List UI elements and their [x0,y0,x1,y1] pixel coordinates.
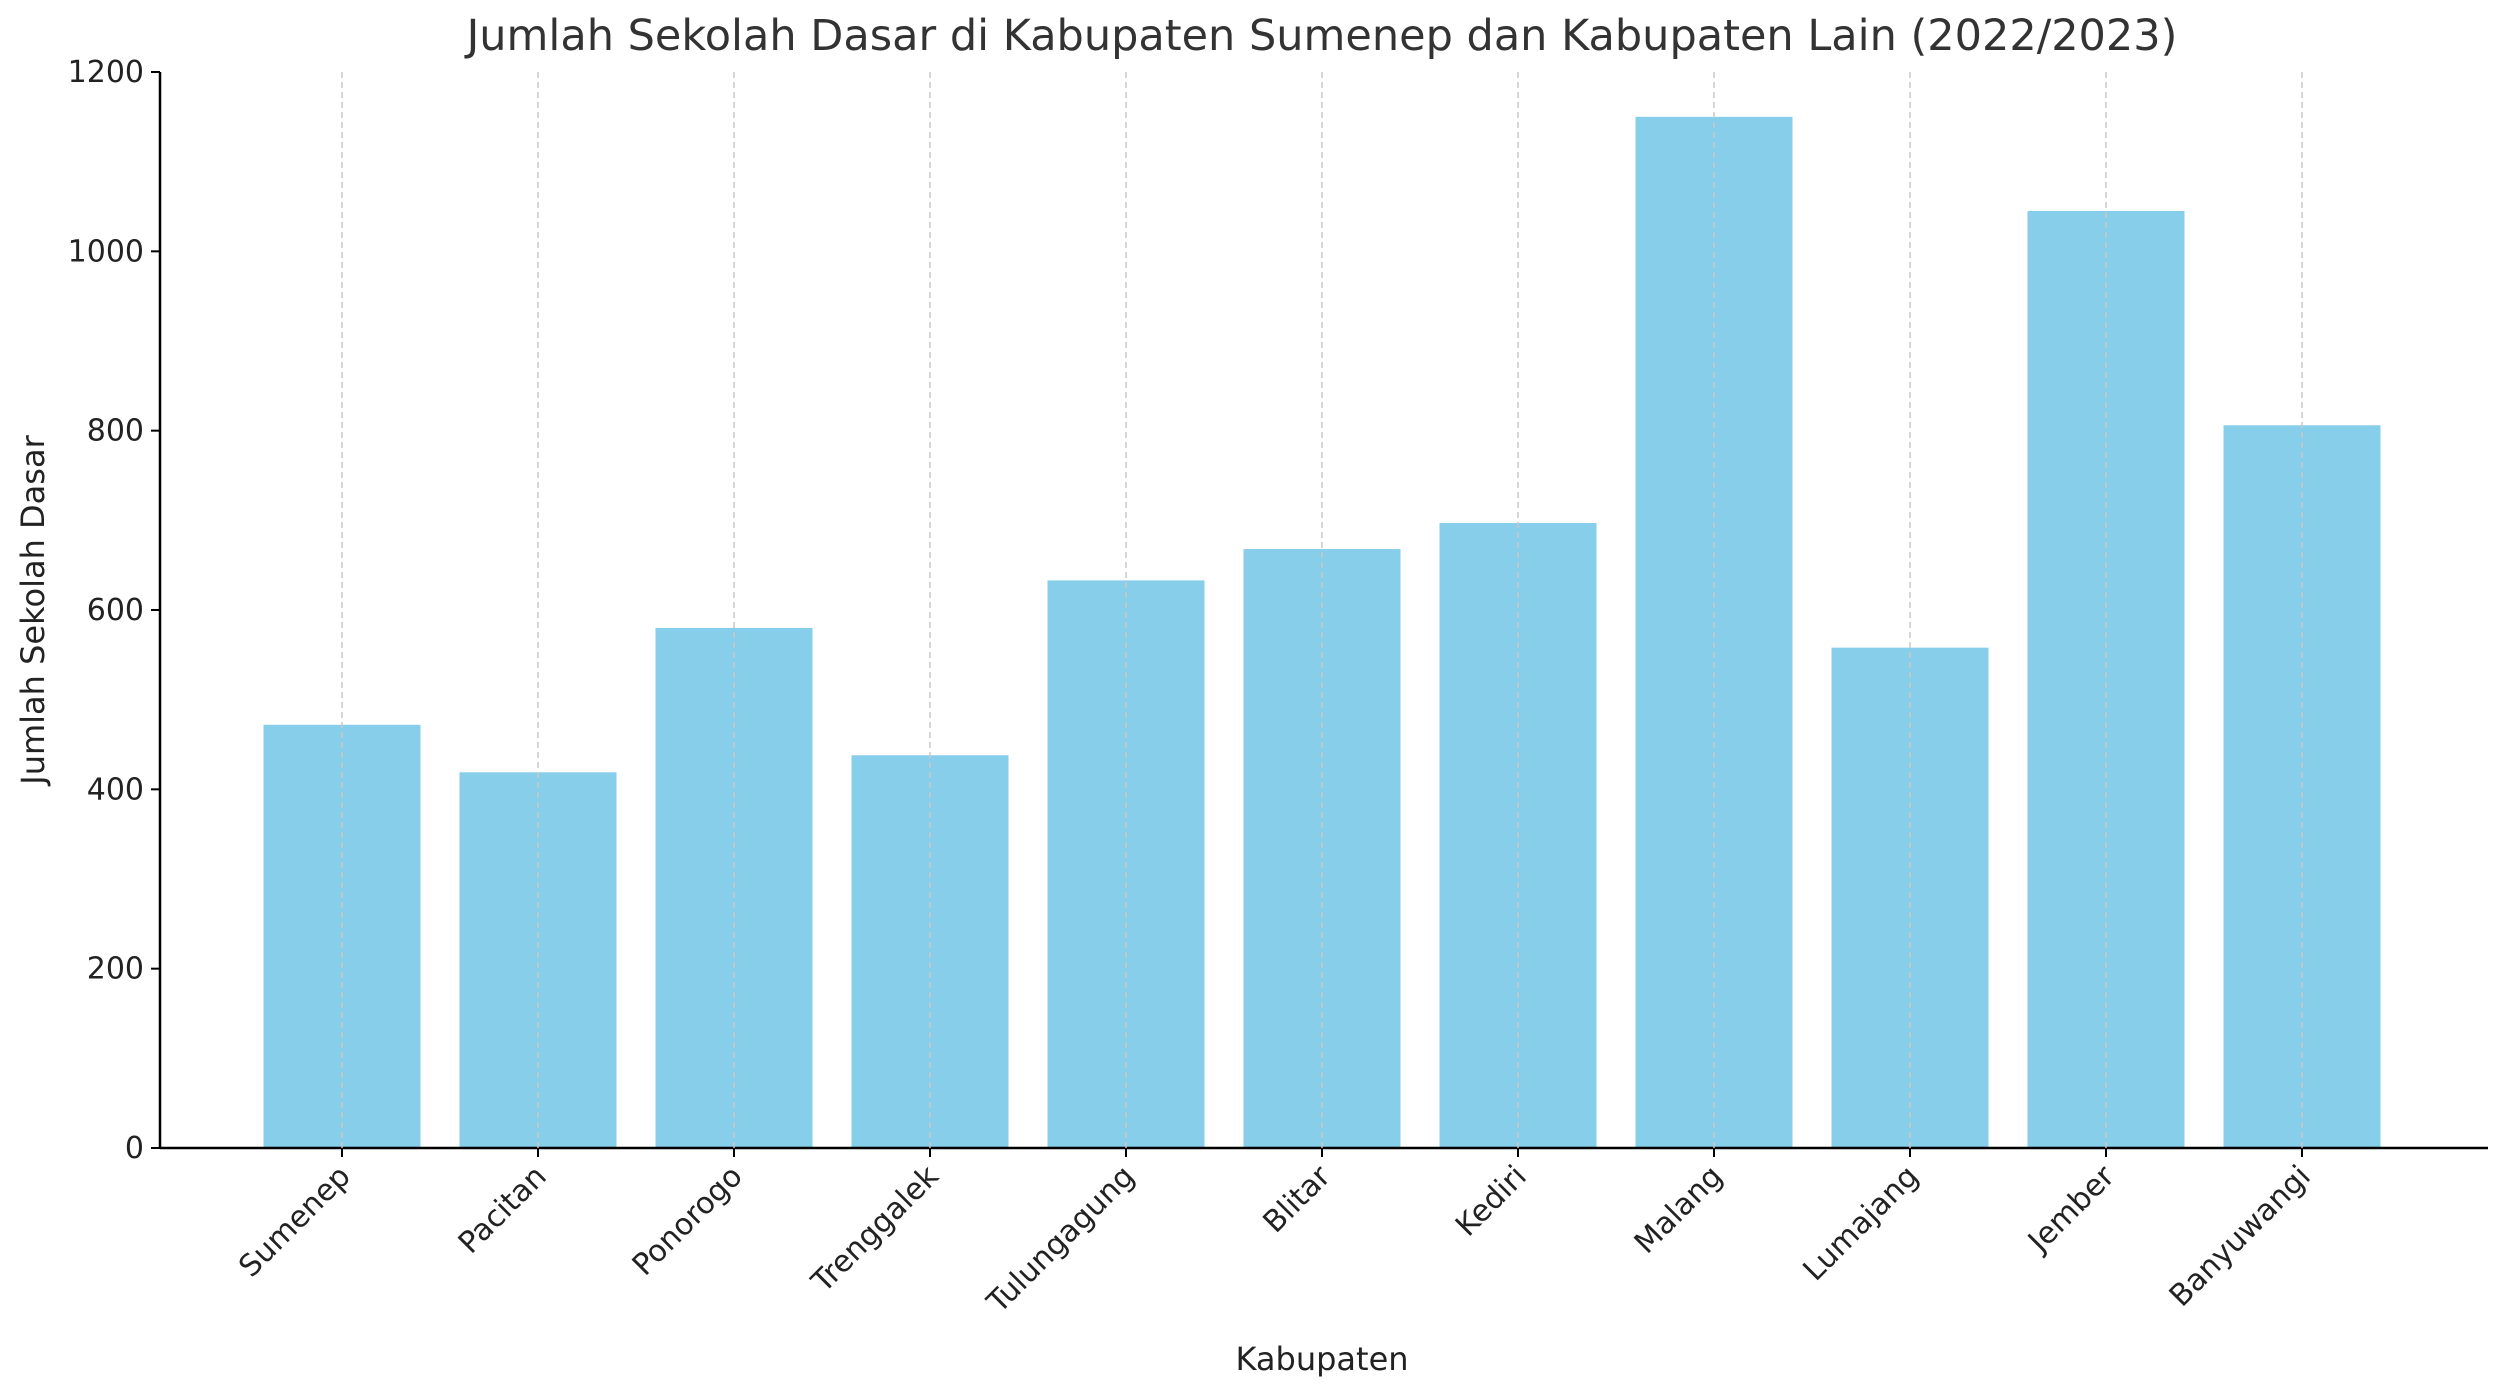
x-tick-label: Pacitan [452,1159,554,1261]
y-tick-label: 600 [87,593,144,628]
y-tick-label: 800 [87,414,144,449]
y-tick-label: 0 [125,1131,144,1166]
bar-pacitan [459,772,617,1148]
y-axis-label: Jumlah Sekolah Dasar [14,434,52,786]
x-tick-label: Sumenep [232,1159,357,1284]
bar-blitar [1243,549,1401,1148]
x-ticks: Sumenep Pacitan Ponorogo Trenggalek Tulungag… [232,1148,2318,1321]
x-axis-label: Kabupaten [1235,1340,1408,1378]
y-tick-label: 1000 [68,234,144,269]
y-ticks: 0 200 400 600 800 1000 1200 [68,55,160,1166]
x-tick-label: Ponorogo [626,1159,750,1283]
x-tick-label: Kediri [1449,1159,1534,1244]
x-tick-label: Blitar [1257,1158,1339,1240]
x-tick-label: Tulungagung [980,1159,1142,1321]
x-tick-label: Jember [2020,1158,2122,1260]
x-tick-label: Trenggalek [804,1158,946,1300]
x-tick-label: Lumajang [1797,1159,1926,1288]
y-tick-label: 200 [87,952,144,987]
x-tick-label: Banyuwangi [2163,1159,2318,1314]
x-tick-label: Malang [1628,1159,1730,1261]
chart-title: Jumlah Sekolah Dasar di Kabupaten Sumene… [464,11,2178,61]
y-tick-label: 1200 [68,55,144,90]
y-tick-label: 400 [87,772,144,807]
